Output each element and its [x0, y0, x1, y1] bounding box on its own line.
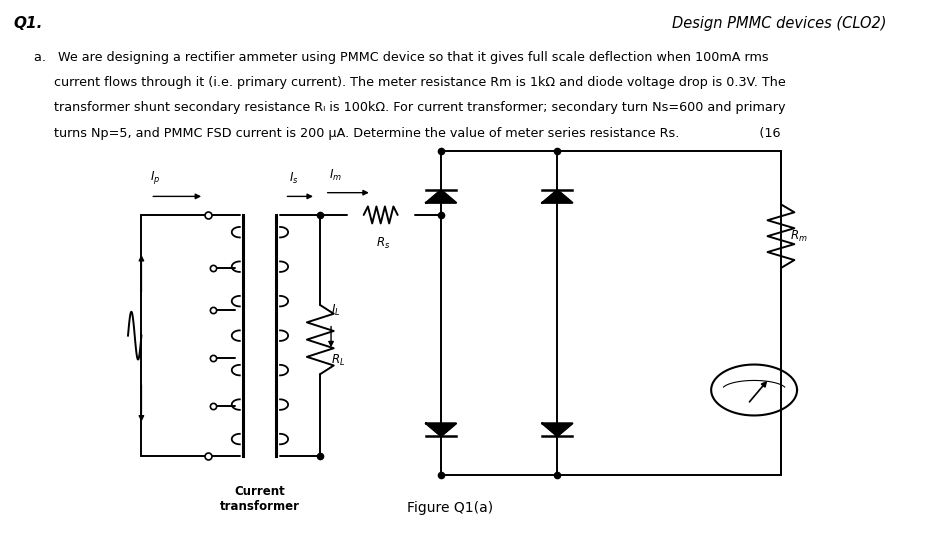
Text: $R_s$: $R_s$	[376, 236, 390, 251]
Polygon shape	[426, 423, 456, 436]
Text: a.   We are designing a rectifier ammeter using PMMC device so that it gives ful: a. We are designing a rectifier ammeter …	[34, 50, 767, 64]
Polygon shape	[426, 190, 456, 203]
Text: Current
transformer: Current transformer	[220, 486, 299, 513]
Text: $I_L$: $I_L$	[330, 303, 340, 318]
Text: Figure Q1(a): Figure Q1(a)	[407, 501, 493, 515]
Text: $I_m$: $I_m$	[329, 168, 342, 183]
Text: $R_L$: $R_L$	[330, 353, 345, 368]
Text: $R_m$: $R_m$	[789, 229, 807, 244]
Text: transformer shunt secondary resistance Rₗ is 100kΩ. For current transformer; sec: transformer shunt secondary resistance R…	[34, 101, 784, 115]
Text: turns Np=5, and PMMC FSD current is 200 μA. Determine the value of meter series : turns Np=5, and PMMC FSD current is 200 …	[34, 127, 780, 140]
Text: current flows through it (i.e. primary current). The meter resistance Rm is 1kΩ : current flows through it (i.e. primary c…	[34, 76, 785, 89]
Polygon shape	[542, 190, 572, 203]
Polygon shape	[542, 423, 572, 436]
Text: Q1.: Q1.	[13, 16, 42, 31]
Text: Design PMMC devices (CLO2): Design PMMC devices (CLO2)	[671, 16, 885, 31]
Text: $I_p$: $I_p$	[150, 169, 160, 186]
Text: $I_s$: $I_s$	[289, 170, 298, 186]
